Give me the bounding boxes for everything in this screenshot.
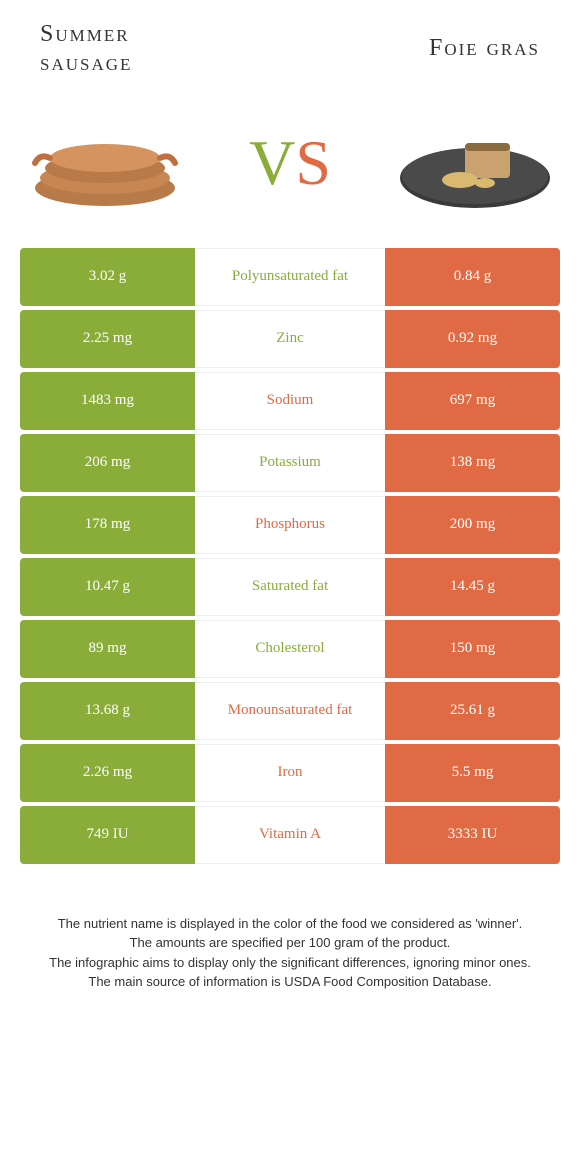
footer-line-3: The infographic aims to display only the…	[30, 953, 550, 973]
left-value-cell: 1483 mg	[20, 372, 195, 430]
header: Summer sausage Foie gras	[0, 0, 580, 88]
left-value-cell: 749 IU	[20, 806, 195, 864]
nutrient-label-cell: Sodium	[195, 372, 385, 430]
right-value-cell: 5.5 mg	[385, 744, 560, 802]
right-value-cell: 14.45 g	[385, 558, 560, 616]
left-value-cell: 206 mg	[20, 434, 195, 492]
left-value-cell: 89 mg	[20, 620, 195, 678]
table-row: 3.02 gPolyunsaturated fat0.84 g	[20, 248, 560, 306]
nutrient-table: 3.02 gPolyunsaturated fat0.84 g2.25 mgZi…	[20, 248, 560, 864]
table-row: 1483 mgSodium697 mg	[20, 372, 560, 430]
right-value-cell: 200 mg	[385, 496, 560, 554]
right-food-title: Foie gras	[360, 34, 540, 63]
vs-s: S	[295, 126, 331, 200]
left-value-cell: 2.25 mg	[20, 310, 195, 368]
left-food-title: Summer sausage	[40, 20, 220, 78]
nutrient-label-cell: Zinc	[195, 310, 385, 368]
table-row: 2.25 mgZinc0.92 mg	[20, 310, 560, 368]
nutrient-label-cell: Cholesterol	[195, 620, 385, 678]
left-value-cell: 10.47 g	[20, 558, 195, 616]
left-value-cell: 178 mg	[20, 496, 195, 554]
table-row: 178 mgPhosphorus200 mg	[20, 496, 560, 554]
right-value-cell: 3333 IU	[385, 806, 560, 864]
right-value-cell: 150 mg	[385, 620, 560, 678]
right-value-cell: 138 mg	[385, 434, 560, 492]
table-row: 206 mgPotassium138 mg	[20, 434, 560, 492]
left-value-cell: 3.02 g	[20, 248, 195, 306]
table-row: 89 mgCholesterol150 mg	[20, 620, 560, 678]
footer-line-1: The nutrient name is displayed in the co…	[30, 914, 550, 934]
footer-notes: The nutrient name is displayed in the co…	[30, 914, 550, 992]
nutrient-label-cell: Polyunsaturated fat	[195, 248, 385, 306]
nutrient-label-cell: Monounsaturated fat	[195, 682, 385, 740]
vs-label: VS	[249, 126, 331, 200]
right-value-cell: 25.61 g	[385, 682, 560, 740]
right-value-cell: 0.92 mg	[385, 310, 560, 368]
right-value-cell: 0.84 g	[385, 248, 560, 306]
table-row: 10.47 gSaturated fat14.45 g	[20, 558, 560, 616]
left-food-image	[20, 108, 190, 218]
nutrient-label-cell: Phosphorus	[195, 496, 385, 554]
footer-line-4: The main source of information is USDA F…	[30, 972, 550, 992]
table-row: 2.26 mgIron5.5 mg	[20, 744, 560, 802]
left-value-cell: 2.26 mg	[20, 744, 195, 802]
table-row: 13.68 gMonounsaturated fat25.61 g	[20, 682, 560, 740]
right-value-cell: 697 mg	[385, 372, 560, 430]
nutrient-label-cell: Saturated fat	[195, 558, 385, 616]
footer-line-2: The amounts are specified per 100 gram o…	[30, 933, 550, 953]
left-value-cell: 13.68 g	[20, 682, 195, 740]
table-row: 749 IUVitamin A3333 IU	[20, 806, 560, 864]
vs-v: V	[249, 126, 295, 200]
right-food-image	[390, 108, 560, 218]
images-row: VS	[0, 88, 580, 248]
nutrient-label-cell: Vitamin A	[195, 806, 385, 864]
nutrient-label-cell: Iron	[195, 744, 385, 802]
nutrient-label-cell: Potassium	[195, 434, 385, 492]
